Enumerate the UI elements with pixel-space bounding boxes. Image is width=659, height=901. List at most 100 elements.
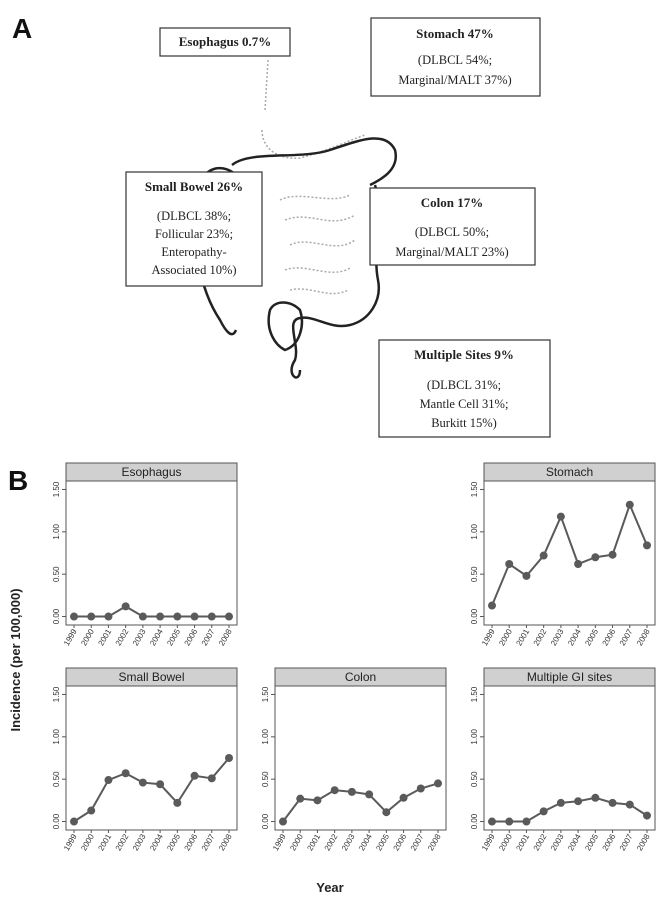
x-tick-label: 1999 [480, 832, 497, 852]
panel-label: B [8, 465, 28, 496]
plot-frame [483, 685, 656, 831]
label-box [370, 17, 541, 97]
x-tick-label: 2004 [566, 627, 583, 647]
point [225, 754, 233, 762]
point [505, 560, 514, 569]
point [539, 551, 548, 560]
point [522, 817, 531, 826]
label-line: (DLBCL 31%; [427, 378, 501, 392]
point [643, 541, 651, 550]
point [365, 790, 374, 799]
label-box [378, 339, 551, 438]
x-tick-label: 2001 [305, 832, 322, 852]
x-tick-label: 1999 [62, 832, 79, 852]
point [608, 798, 617, 807]
point [382, 808, 391, 817]
x-tick-label: 2002 [532, 627, 549, 647]
x-tick-label: 2003 [340, 832, 357, 852]
label-title: Esophagus 0.7% [179, 34, 271, 49]
x-tick-label: 2003 [131, 627, 148, 647]
point [625, 800, 634, 809]
plot-frame [274, 685, 447, 831]
label-line: Follicular 23%; [155, 227, 233, 241]
x-tick-label: 2002 [114, 627, 131, 647]
line [282, 782, 439, 823]
x-tick-label: 2002 [323, 832, 340, 852]
point [190, 771, 199, 780]
x-tick-label: 2005 [165, 627, 182, 647]
line [74, 605, 229, 618]
x-tick-label: 2007 [618, 832, 635, 852]
x-tick-label: 2005 [583, 627, 600, 647]
x-tick-label: 2002 [114, 832, 131, 852]
point [70, 817, 78, 826]
x-tick-label: 2008 [635, 832, 652, 852]
point [156, 612, 165, 621]
label-line: Burkitt 15%) [431, 416, 497, 430]
point [330, 786, 339, 795]
point [556, 798, 565, 807]
y-tick-label: 1.50 [52, 686, 61, 702]
x-tick-label: 2001 [96, 627, 113, 647]
x-tick-label: 2003 [131, 832, 148, 852]
x-tick-label: 2007 [200, 627, 217, 647]
point [643, 811, 651, 820]
y-tick-label: 1.00 [470, 523, 479, 539]
point [591, 553, 600, 562]
point [279, 817, 287, 826]
x-tick-label: 2001 [514, 832, 531, 852]
point [313, 796, 322, 805]
y-tick-label: 0.00 [470, 608, 479, 624]
x-tick-label: 2006 [392, 832, 409, 852]
point [173, 612, 182, 621]
point [399, 793, 408, 802]
x-tick-label: 2007 [409, 832, 426, 852]
point [190, 612, 199, 621]
x-tick-label: 2008 [217, 627, 234, 647]
point [87, 612, 96, 621]
point [574, 797, 583, 806]
y-tick-label: 0.00 [261, 813, 270, 829]
x-tick-label: 1999 [271, 832, 288, 852]
plot-frame [65, 685, 238, 831]
point [173, 798, 182, 807]
y-tick-label: 1.00 [261, 728, 270, 744]
y-tick-label: 0.50 [52, 566, 61, 582]
point [121, 602, 130, 611]
point [138, 612, 147, 621]
point [347, 787, 356, 796]
point [608, 550, 617, 559]
x-tick-label: 2000 [79, 627, 96, 647]
x-tick-label: 2000 [497, 627, 514, 647]
chart-title: Multiple GI sites [527, 670, 612, 684]
y-tick-label: 0.50 [261, 771, 270, 787]
label-line: Enteropathy- [161, 245, 226, 259]
x-tick-label: 2005 [165, 832, 182, 852]
x-tick-label: 2005 [583, 832, 600, 852]
x-tick-label: 2006 [601, 832, 618, 852]
x-tick-label: 2008 [426, 832, 443, 852]
point [556, 512, 565, 521]
label-title: Stomach 47% [416, 26, 494, 41]
point [70, 612, 78, 621]
point [207, 774, 216, 783]
label-box [125, 171, 263, 287]
x-tick-label: 2000 [79, 832, 96, 852]
plot-frame [483, 480, 656, 626]
x-tick-label: 2007 [200, 832, 217, 852]
point [225, 612, 233, 621]
point [574, 560, 583, 569]
y-tick-label: 0.00 [52, 813, 61, 829]
x-tick-label: 2004 [148, 627, 165, 647]
point [488, 817, 496, 826]
label-title: Colon 17% [421, 195, 483, 210]
x-tick-label: 2007 [618, 627, 635, 647]
x-tick-label: 2003 [549, 832, 566, 852]
y-tick-label: 0.50 [470, 771, 479, 787]
x-tick-label: 1999 [480, 627, 497, 647]
x-tick-label: 2006 [183, 832, 200, 852]
y-tick-label: 1.50 [261, 686, 270, 702]
x-tick-label: 2003 [549, 627, 566, 647]
y-tick-label: 1.00 [52, 728, 61, 744]
